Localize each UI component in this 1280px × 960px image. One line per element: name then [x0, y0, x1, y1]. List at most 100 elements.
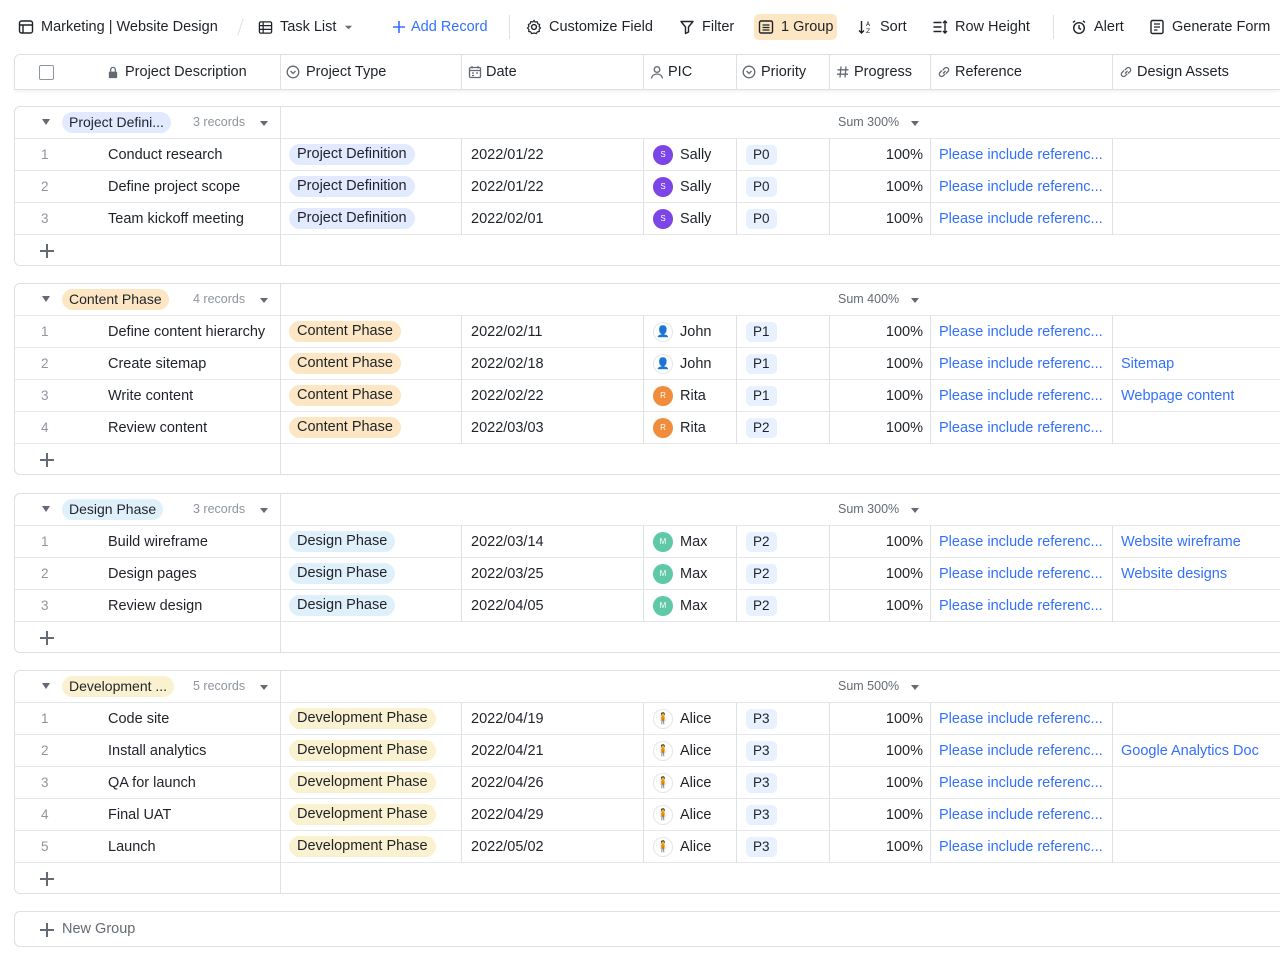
column-header-description[interactable]: Project Description [107, 55, 247, 89]
project-description-cell[interactable]: Final UAT [108, 806, 172, 823]
progress-cell[interactable]: 100% [885, 323, 923, 340]
table-row[interactable]: 2 Install analytics Development Phase 2022/… [15, 735, 1280, 767]
project-type-cell[interactable]: Project Definition [289, 139, 415, 170]
pic-cell[interactable]: 🧍 Alice [653, 703, 711, 734]
table-row[interactable]: 2 Design pages Design Phase 2022/03/25 M Max P… [15, 558, 1280, 590]
project-description-cell[interactable]: Install analytics [108, 742, 207, 759]
reference-link[interactable]: Please include referenc... [939, 597, 1103, 614]
add-row-button[interactable] [15, 444, 280, 474]
table-row[interactable]: 1 Define content hierarchy Content Phase 20… [15, 316, 1280, 348]
pic-cell[interactable]: M Max [653, 526, 707, 557]
project-type-cell[interactable]: Development Phase [289, 703, 436, 734]
base-title[interactable]: Marketing | Website Design [18, 14, 218, 40]
group-progress-sum[interactable]: Sum 300% [838, 115, 900, 129]
table-row[interactable]: 1 Conduct research Project Definition 2022/… [15, 139, 1280, 171]
reference-link[interactable]: Please include referenc... [939, 387, 1103, 404]
pic-cell[interactable]: 👤 John [653, 316, 711, 347]
project-type-cell[interactable]: Design Phase [289, 526, 396, 557]
date-cell[interactable]: 2022/04/21 [471, 742, 544, 759]
pic-cell[interactable]: M Max [653, 558, 707, 589]
project-type-cell[interactable]: Content Phase [289, 348, 401, 379]
priority-cell[interactable]: P2 [746, 526, 777, 557]
project-description-cell[interactable]: Code site [108, 710, 170, 727]
project-type-cell[interactable]: Development Phase [289, 735, 436, 766]
project-description-cell[interactable]: Review content [108, 419, 208, 436]
priority-cell[interactable]: P2 [746, 412, 777, 443]
reference-link[interactable]: Please include referenc... [939, 565, 1103, 582]
reference-link[interactable]: Please include referenc... [939, 355, 1103, 372]
pic-cell[interactable]: 🧍 Alice [653, 767, 711, 798]
group-progress-sum[interactable]: Sum 300% [838, 502, 900, 516]
collapse-toggle-icon[interactable] [42, 296, 50, 302]
pic-cell[interactable]: S Sally [653, 203, 711, 234]
design-assets-link[interactable]: Webpage content [1121, 387, 1235, 404]
add-record-button[interactable]: Add Record [392, 14, 488, 40]
project-type-cell[interactable]: Design Phase [289, 558, 396, 589]
reference-link[interactable]: Please include referenc... [939, 710, 1103, 727]
project-description-cell[interactable]: Conduct research [108, 146, 223, 163]
pic-cell[interactable]: S Sally [653, 139, 711, 170]
reference-link[interactable]: Please include referenc... [939, 178, 1103, 195]
progress-cell[interactable]: 100% [885, 806, 923, 823]
project-type-cell[interactable]: Development Phase [289, 831, 436, 862]
project-type-cell[interactable]: Development Phase [289, 799, 436, 830]
generate-form-button[interactable]: Generate Form [1149, 14, 1270, 40]
table-row[interactable]: 5 Launch Development Phase 2022/05/02 🧍 Alice… [15, 831, 1280, 863]
table-row[interactable]: 3 Review design Design Phase 2022/04/05 M Max… [15, 590, 1280, 622]
project-type-cell[interactable]: Content Phase [289, 380, 401, 411]
group-button[interactable]: 1 Group [754, 14, 838, 40]
date-cell[interactable]: 2022/04/29 [471, 806, 544, 823]
progress-cell[interactable]: 100% [885, 146, 923, 163]
priority-cell[interactable]: P0 [746, 203, 777, 234]
pic-cell[interactable]: R Rita [653, 412, 706, 443]
pic-cell[interactable]: 🧍 Alice [653, 831, 711, 862]
view-switcher[interactable]: Task List [258, 14, 353, 40]
project-type-cell[interactable]: Design Phase [289, 590, 396, 621]
project-type-cell[interactable]: Content Phase [289, 412, 401, 443]
project-description-cell[interactable]: Define content hierarchy [108, 323, 266, 340]
reference-link[interactable]: Please include referenc... [939, 806, 1103, 823]
project-description-cell[interactable]: Build wireframe [108, 533, 208, 550]
priority-cell[interactable]: P1 [746, 348, 777, 379]
progress-cell[interactable]: 100% [885, 710, 923, 727]
pic-cell[interactable]: 🧍 Alice [653, 799, 711, 830]
collapse-toggle-icon[interactable] [42, 683, 50, 689]
date-cell[interactable]: 2022/04/05 [471, 597, 544, 614]
select-all-checkbox[interactable] [39, 55, 54, 89]
progress-cell[interactable]: 100% [885, 387, 923, 404]
date-cell[interactable]: 2022/02/18 [471, 355, 544, 372]
group-menu-chevron-icon[interactable] [260, 121, 268, 126]
progress-cell[interactable]: 100% [885, 774, 923, 791]
sum-menu-chevron-icon[interactable] [911, 508, 919, 513]
table-row[interactable]: 3 Write content Content Phase 2022/02/22 R Ri… [15, 380, 1280, 412]
date-cell[interactable]: 2022/03/03 [471, 419, 544, 436]
project-type-cell[interactable]: Project Definition [289, 203, 415, 234]
project-description-cell[interactable]: Write content [108, 387, 194, 404]
sum-menu-chevron-icon[interactable] [911, 298, 919, 303]
pic-cell[interactable]: S Sally [653, 171, 711, 202]
group-progress-sum[interactable]: Sum 500% [838, 679, 900, 693]
group-progress-sum[interactable]: Sum 400% [838, 292, 900, 306]
column-header-pic[interactable]: PIC [650, 55, 692, 89]
design-assets-link[interactable]: Website designs [1121, 565, 1228, 582]
date-cell[interactable]: 2022/02/22 [471, 387, 544, 404]
progress-cell[interactable]: 100% [885, 419, 923, 436]
date-cell[interactable]: 2022/04/19 [471, 710, 544, 727]
project-description-cell[interactable]: QA for launch [108, 774, 196, 791]
add-row-button[interactable] [15, 863, 280, 893]
date-cell[interactable]: 2022/02/01 [471, 210, 544, 227]
column-header-date[interactable]: Date [468, 55, 517, 89]
project-type-cell[interactable]: Project Definition [289, 171, 415, 202]
sum-menu-chevron-icon[interactable] [911, 685, 919, 690]
progress-cell[interactable]: 100% [885, 597, 923, 614]
progress-cell[interactable]: 100% [885, 178, 923, 195]
priority-cell[interactable]: P1 [746, 380, 777, 411]
progress-cell[interactable]: 100% [885, 355, 923, 372]
table-row[interactable]: 1 Code site Development Phase 2022/04/19 🧍 Al… [15, 703, 1280, 735]
progress-cell[interactable]: 100% [885, 742, 923, 759]
project-type-cell[interactable]: Development Phase [289, 767, 436, 798]
table-row[interactable]: 2 Create sitemap Content Phase 2022/02/18 👤 J… [15, 348, 1280, 380]
group-menu-chevron-icon[interactable] [260, 508, 268, 513]
reference-link[interactable]: Please include referenc... [939, 774, 1103, 791]
date-cell[interactable]: 2022/05/02 [471, 838, 544, 855]
